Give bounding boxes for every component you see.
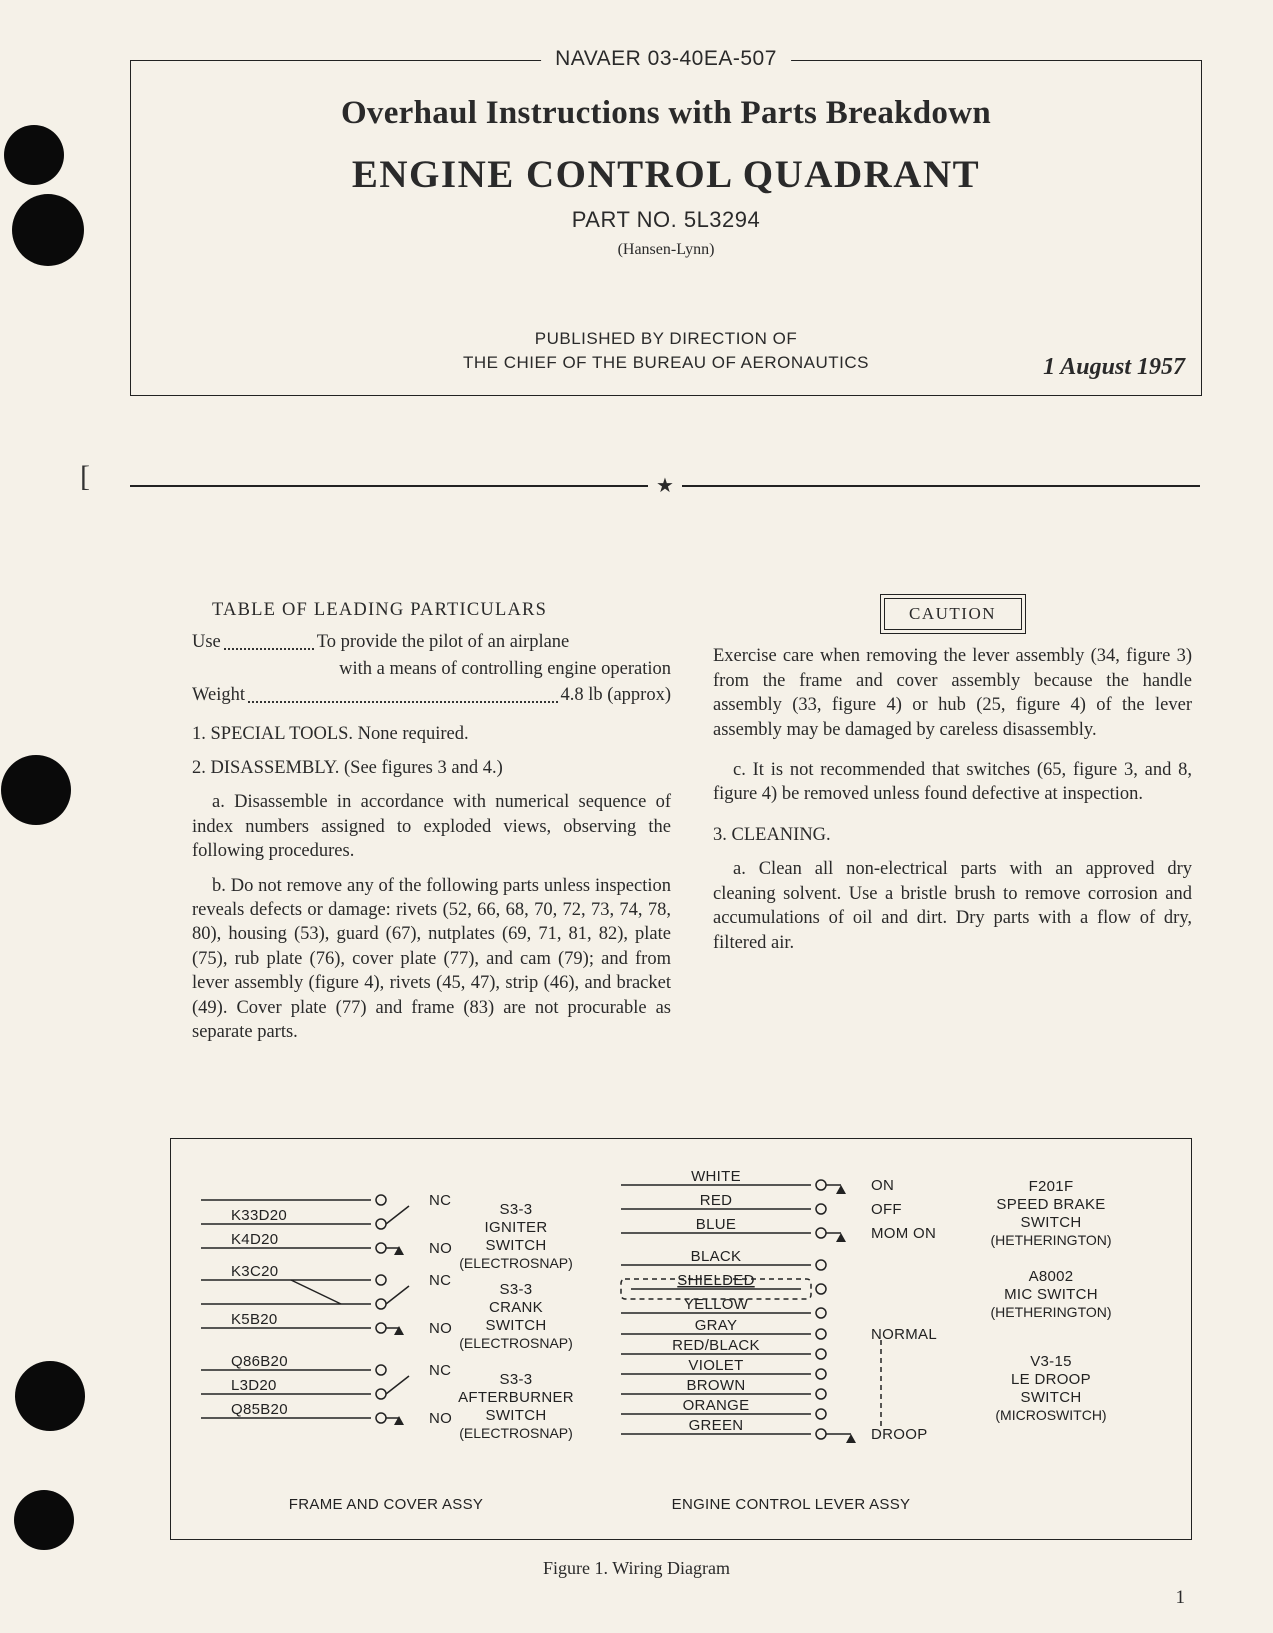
para-3a: a. Clean all non-electrical parts with a…	[713, 857, 1192, 955]
weight-row: Weight 4.8 lb (approx)	[192, 683, 671, 707]
svg-text:NC: NC	[429, 1272, 451, 1289]
svg-text:SWITCH: SWITCH	[486, 1237, 547, 1254]
punch-hole	[1, 755, 71, 825]
svg-text:MOM ON: MOM ON	[871, 1225, 936, 1242]
use-row: Use To provide the pilot of an airplane	[192, 630, 671, 654]
svg-text:(HETHERINGTON): (HETHERINGTON)	[990, 1304, 1111, 1320]
svg-text:VIOLET: VIOLET	[688, 1357, 743, 1374]
wiring-diagram: NCK33D20K4D20NOS3-3IGNITERSWITCH(ELECTRO…	[171, 1139, 1191, 1539]
svg-text:NC: NC	[429, 1192, 451, 1209]
svg-text:(ELECTROSNAP): (ELECTROSNAP)	[459, 1335, 573, 1351]
svg-text:(ELECTROSNAP): (ELECTROSNAP)	[459, 1425, 573, 1441]
svg-text:A8002: A8002	[1029, 1268, 1074, 1285]
svg-text:NO: NO	[429, 1320, 452, 1337]
caution-box: CAUTION	[884, 598, 1022, 630]
svg-text:V3-15: V3-15	[1030, 1353, 1072, 1370]
figure-caption: Figure 1. Wiring Diagram	[0, 1558, 1273, 1579]
section-3: 3. CLEANING.	[713, 823, 1192, 847]
caution-text: Exercise care when removing the lever as…	[713, 644, 1192, 742]
published-line-1: PUBLISHED BY DIRECTION OF	[535, 329, 798, 348]
wiring-diagram-frame: NCK33D20K4D20NOS3-3IGNITERSWITCH(ELECTRO…	[170, 1138, 1192, 1540]
svg-text:ORANGE: ORANGE	[683, 1397, 750, 1414]
punch-hole	[4, 125, 64, 185]
svg-text:GRAY: GRAY	[695, 1317, 738, 1334]
svg-text:BLACK: BLACK	[691, 1248, 742, 1265]
use-value: To provide the pilot of an airplane	[317, 630, 570, 654]
svg-text:AFTERBURNER: AFTERBURNER	[458, 1389, 574, 1406]
leading-particulars-heading: TABLE OF LEADING PARTICULARS	[192, 598, 671, 622]
title-frame: NAVAER 03-40EA-507 Overhaul Instructions…	[130, 60, 1202, 396]
svg-text:WHITE: WHITE	[691, 1168, 741, 1185]
svg-text:Q86B20: Q86B20	[231, 1353, 288, 1370]
equipment-title: ENGINE CONTROL QUADRANT	[151, 152, 1181, 197]
overhaul-line: Overhaul Instructions with Parts Breakdo…	[151, 95, 1181, 132]
svg-text:SHIELDED: SHIELDED	[677, 1272, 754, 1289]
section-1: 1. SPECIAL TOOLS. None required.	[192, 722, 671, 746]
svg-text:RED: RED	[700, 1192, 733, 1209]
para-2a: a. Disassemble in accordance with numeri…	[192, 790, 671, 863]
svg-text:BROWN: BROWN	[687, 1377, 746, 1394]
svg-text:NO: NO	[429, 1240, 452, 1257]
use-value-2: with a means of controlling engine opera…	[192, 657, 671, 681]
svg-text:RED/BLACK: RED/BLACK	[672, 1337, 760, 1354]
svg-text:K5B20: K5B20	[231, 1311, 278, 1328]
svg-text:SWITCH: SWITCH	[486, 1317, 547, 1334]
svg-text:SWITCH: SWITCH	[1021, 1389, 1082, 1406]
svg-text:(MICROSWITCH): (MICROSWITCH)	[995, 1407, 1106, 1423]
svg-text:NC: NC	[429, 1362, 451, 1379]
svg-text:LE DROOP: LE DROOP	[1011, 1371, 1091, 1388]
body-columns: TABLE OF LEADING PARTICULARS Use To prov…	[192, 598, 1192, 1055]
punch-hole	[12, 194, 84, 266]
svg-text:ENGINE CONTROL LEVER ASSY: ENGINE CONTROL LEVER ASSY	[672, 1496, 911, 1513]
punch-hole	[14, 1490, 74, 1550]
page-number: 1	[1176, 1587, 1186, 1609]
column-right: CAUTION Exercise care when removing the …	[713, 598, 1192, 1055]
published-by: PUBLISHED BY DIRECTION OF THE CHIEF OF T…	[151, 327, 1181, 375]
svg-text:K4D20: K4D20	[231, 1231, 278, 1248]
para-2b: b. Do not remove any of the following pa…	[192, 874, 671, 1045]
svg-text:S3-3: S3-3	[500, 1201, 533, 1218]
use-label: Use	[192, 630, 221, 654]
section-2: 2. DISASSEMBLY. (See figures 3 and 4.)	[192, 756, 671, 780]
part-number: PART NO. 5L3294	[151, 207, 1181, 233]
svg-text:YELLOW: YELLOW	[684, 1296, 749, 1313]
svg-text:ON: ON	[871, 1177, 894, 1194]
svg-text:CRANK: CRANK	[489, 1299, 543, 1316]
stray-mark: [	[80, 460, 90, 494]
svg-text:BLUE: BLUE	[696, 1216, 736, 1233]
column-left: TABLE OF LEADING PARTICULARS Use To prov…	[192, 598, 671, 1055]
svg-text:DROOP: DROOP	[871, 1426, 928, 1443]
svg-text:SWITCH: SWITCH	[486, 1407, 547, 1424]
published-line-2: THE CHIEF OF THE BUREAU OF AERONAUTICS	[463, 353, 869, 372]
svg-text:OFF: OFF	[871, 1201, 902, 1218]
svg-text:F201F: F201F	[1029, 1178, 1074, 1195]
punch-hole	[15, 1361, 85, 1431]
publication-number: NAVAER 03-40EA-507	[541, 47, 791, 71]
svg-text:IGNITER: IGNITER	[485, 1219, 548, 1236]
svg-text:(ELECTROSNAP): (ELECTROSNAP)	[459, 1255, 573, 1271]
weight-value: 4.8 lb (approx)	[561, 683, 671, 707]
svg-text:L3D20: L3D20	[231, 1377, 277, 1394]
svg-text:NO: NO	[429, 1410, 452, 1427]
svg-text:MIC SWITCH: MIC SWITCH	[1004, 1286, 1098, 1303]
svg-text:SWITCH: SWITCH	[1021, 1214, 1082, 1231]
weight-label: Weight	[192, 683, 245, 707]
svg-text:SPEED BRAKE: SPEED BRAKE	[996, 1196, 1105, 1213]
svg-text:K3C20: K3C20	[231, 1263, 278, 1280]
para-2c: c. It is not recommended that switches (…	[713, 758, 1192, 807]
svg-text:FRAME AND COVER ASSY: FRAME AND COVER ASSY	[289, 1496, 483, 1513]
svg-text:S3-3: S3-3	[500, 1281, 533, 1298]
publication-date: 1 August 1957	[1043, 354, 1185, 381]
svg-text:Q85B20: Q85B20	[231, 1401, 288, 1418]
star-rule: ★	[130, 481, 1200, 491]
svg-text:(HETHERINGTON): (HETHERINGTON)	[990, 1232, 1111, 1248]
svg-text:GREEN: GREEN	[689, 1417, 744, 1434]
svg-text:K33D20: K33D20	[231, 1207, 287, 1224]
document-page: [ NAVAER 03-40EA-507 Overhaul Instructio…	[0, 0, 1273, 1633]
vendor-name: (Hansen-Lynn)	[151, 241, 1181, 259]
svg-text:S3-3: S3-3	[500, 1371, 533, 1388]
